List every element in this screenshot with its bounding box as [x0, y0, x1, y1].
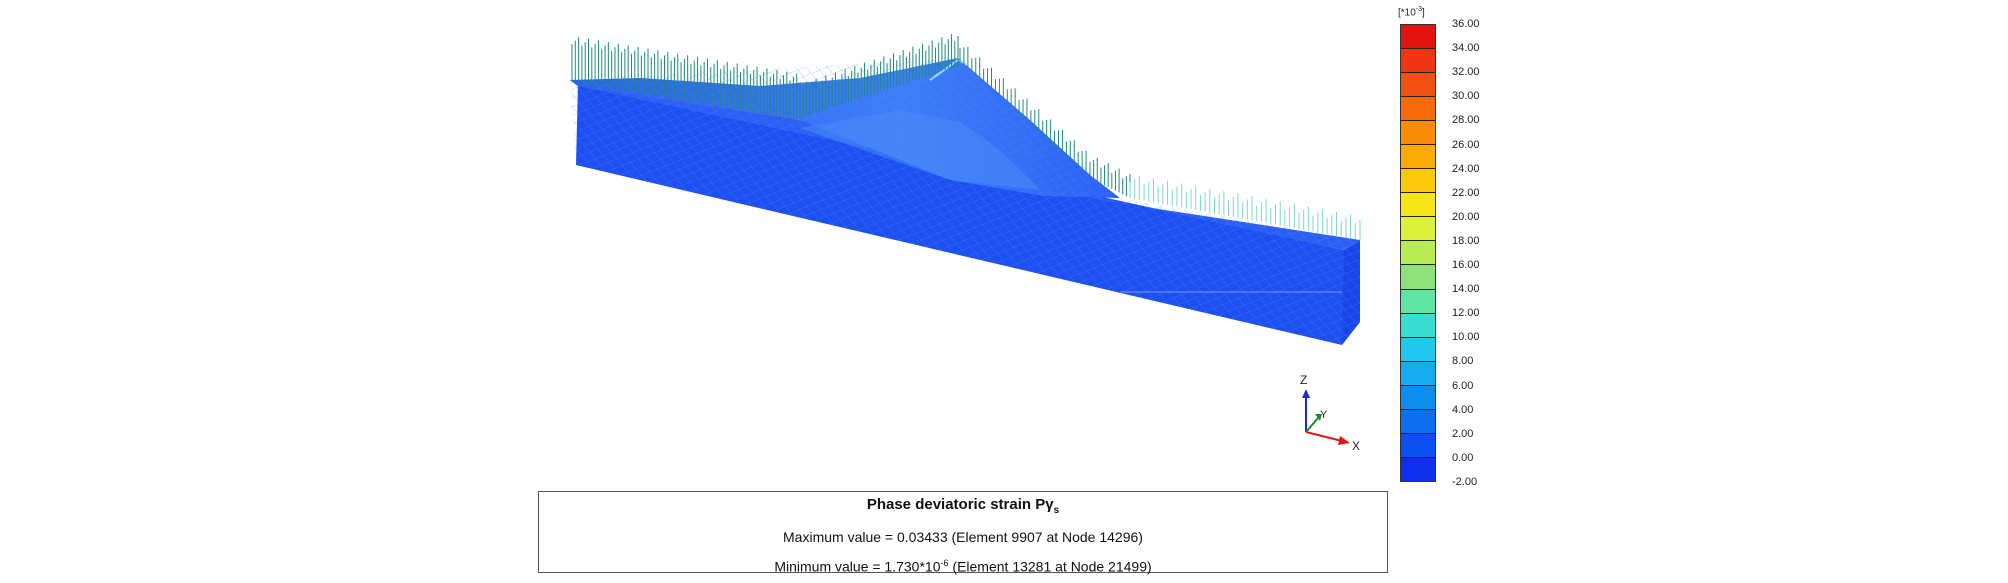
legend-tick-label: 4.00 [1452, 403, 1474, 416]
legend-tick-label: 0.00 [1452, 451, 1474, 464]
legend-tick-label: 2.00 [1452, 427, 1474, 440]
legend-color-cell [1401, 193, 1435, 218]
min-value-exp: -6 [940, 558, 949, 568]
legend-color-bar [1400, 24, 1436, 482]
legend-color-cell [1401, 217, 1435, 242]
legend-tick-label: 10.00 [1452, 331, 1480, 344]
legend-color-cell [1401, 145, 1435, 170]
min-value-prefix: Minimum value = 1.730*10 [774, 558, 941, 575]
legend-unit-prefix: [*10 [1398, 7, 1416, 19]
legend-color-cell [1401, 121, 1435, 146]
y-axis-label: Y [1320, 409, 1328, 421]
legend-tick-label: -2.00 [1452, 476, 1478, 488]
x-axis-line [1305, 431, 1343, 442]
result-title-sub: s [1053, 505, 1060, 516]
legend-color-cell [1401, 169, 1435, 194]
legend-tick-label: 34.00 [1452, 42, 1480, 55]
result-title-text: Phase deviatoric strain Pγ [866, 496, 1054, 513]
legend-tick-label: 8.00 [1452, 355, 1474, 368]
legend-tick-label: 16.00 [1452, 259, 1480, 272]
min-value-suffix: (Element 13281 at Node 21499) [948, 558, 1152, 575]
y-axis-line [1305, 417, 1319, 433]
mesh-overlay [570, 58, 1360, 345]
result-title: Phase deviatoric strain Pγs [539, 496, 1387, 520]
z-axis-label: Z [1300, 373, 1307, 387]
legend-unit-exp: -3 [1415, 6, 1423, 13]
legend-color-cell [1401, 25, 1435, 50]
y-axis-arrowhead [1315, 414, 1322, 421]
legend-color-cell [1401, 337, 1435, 362]
legend-color-cell [1401, 385, 1435, 410]
legend-tick-label: 22.00 [1452, 186, 1480, 199]
x-axis-label: X [1352, 439, 1360, 453]
legend-color-cell [1401, 265, 1435, 290]
legend-color-cell [1401, 457, 1435, 481]
max-value-line: Maximum value = 0.03433 (Element 9907 at… [783, 529, 1143, 545]
legend-tick-label: 20.00 [1452, 210, 1480, 223]
legend-color-cell [1401, 433, 1435, 458]
legend-tick-label: 24.00 [1452, 162, 1480, 175]
z-axis-arrowhead [1302, 389, 1310, 398]
legend-tick-label: 26.00 [1452, 138, 1480, 151]
x-axis-arrowhead [1338, 436, 1350, 445]
soil-model [570, 58, 1360, 345]
result-info-box: Phase deviatoric strain Pγs Maximum valu… [538, 491, 1388, 576]
legend-color-cell [1401, 361, 1435, 386]
legend-tick-label: 12.00 [1452, 307, 1480, 320]
legend-color-cell [1401, 289, 1435, 314]
legend-tick-label: 14.00 [1452, 283, 1480, 296]
legend-color-cell [1401, 73, 1435, 98]
legend-unit-suffix: ] [1422, 7, 1425, 19]
legend-color-cell [1401, 49, 1435, 74]
load-arrows [571, 34, 1361, 240]
legend-color-cell [1401, 313, 1435, 338]
min-value-line: Minimum value = 1.730*10-6 (Element 1328… [539, 554, 1387, 576]
legend-color-cell [1401, 97, 1435, 122]
legend-tick-label: 32.00 [1452, 66, 1480, 79]
legend-color-cell [1401, 241, 1435, 266]
legend-tick-label: 18.00 [1452, 234, 1480, 247]
axis-triad: Z Y X [1300, 373, 1360, 453]
legend-tick-label: 28.00 [1452, 114, 1480, 127]
legend-color-cell [1401, 409, 1435, 434]
legend-tick-label: 30.00 [1452, 90, 1480, 103]
legend-tick-label: 6.00 [1452, 379, 1474, 392]
legend-tick-label: 36.00 [1452, 18, 1480, 30]
legend-unit: [*10-3] [1398, 6, 1425, 18]
